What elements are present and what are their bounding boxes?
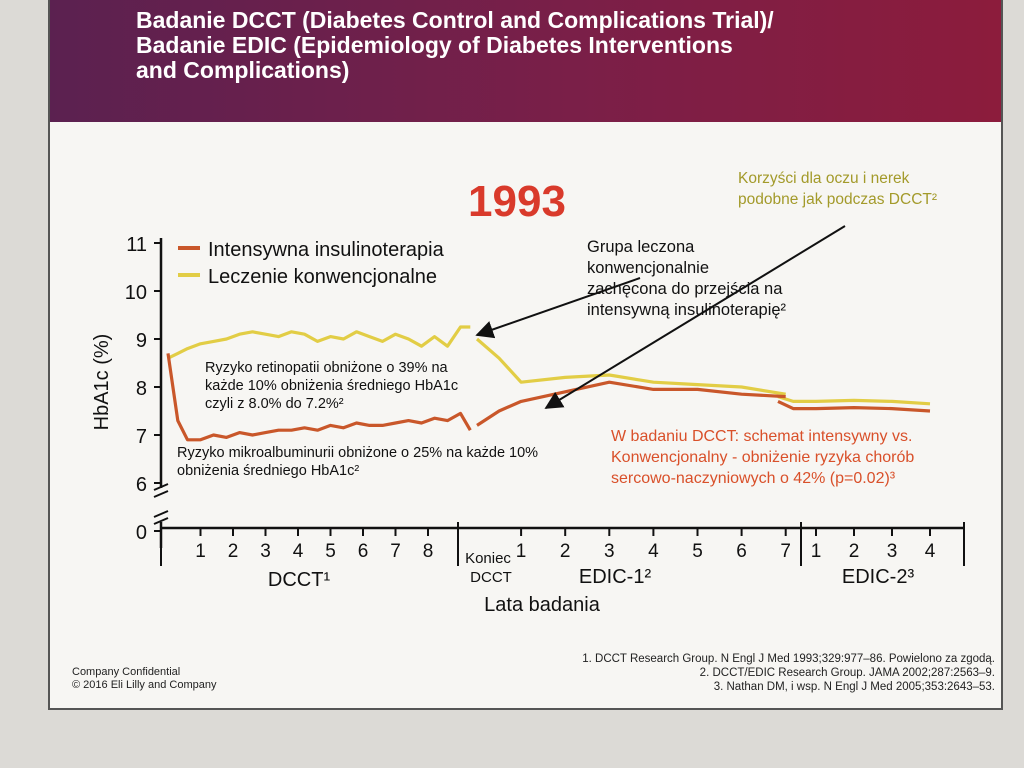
chart-series <box>166 325 931 442</box>
x-tick-label: 1 <box>811 541 822 562</box>
conventional-switch-note-line: Grupa leczona <box>587 238 695 256</box>
slide-title: Badanie DCCT (Diabetes Control and Compl… <box>136 7 774 83</box>
y-axis-break <box>153 483 169 498</box>
x-tick-label: 7 <box>780 541 791 562</box>
slide-header: Badanie DCCT (Diabetes Control and Compl… <box>50 0 1001 122</box>
series-line-edic2 <box>777 399 931 413</box>
y-tick-label: 10 <box>125 282 147 304</box>
segment-label-dcct: DCCT¹ <box>268 569 331 591</box>
cardiovascular-note-line: W badaniu DCCT: schemat intensywny vs. <box>611 428 912 445</box>
conventional-switch-note: Grupa leczona konwencjonalnie zachęcona do… <box>587 238 787 319</box>
retinopathy-note: Ryzyko retinopatii obniżone o 39% na każd… <box>205 360 458 412</box>
series-line-edic1 <box>476 380 786 427</box>
year-label: 1993 <box>468 177 566 226</box>
x-tick-label: 2 <box>849 541 860 562</box>
x-axis-title: Lata badania <box>484 594 601 616</box>
x-tick-label: 3 <box>604 541 615 562</box>
x-tick-label: 8 <box>423 541 434 562</box>
microalbuminuria-note-line: Ryzyko mikroalbuminurii obniżone o 25% n… <box>177 445 538 461</box>
conventional-switch-note-line: intensywną insulinoterapię² <box>587 301 787 319</box>
x-tick-label: 3 <box>887 541 898 562</box>
x-tick-label: 2 <box>228 541 239 562</box>
conventional-switch-note-line: konwencjonalnie <box>587 259 709 277</box>
segment-label-edic1: EDIC-1² <box>579 566 652 588</box>
end-dcct-label-1: Koniec <box>465 550 511 567</box>
x-tick-label: 6 <box>358 541 369 562</box>
series-line-edic2 <box>777 395 931 406</box>
y-tick-label: 9 <box>136 330 147 352</box>
y-axis-break-lower <box>153 510 169 525</box>
cardiovascular-note-line: sercowo-naczyniowych o 42% (p=0.02)³ <box>611 470 896 487</box>
arrow-to-intensive <box>544 225 846 409</box>
x-tick-label: 1 <box>195 541 206 562</box>
end-dcct-label-2: DCCT <box>470 569 512 586</box>
series-line-dcct <box>166 353 472 442</box>
retinopathy-note-line: czyli z 8.0% do 7.2%² <box>205 396 344 412</box>
company-confidential: Company Confidential © 2016 Eli Lilly an… <box>72 666 217 691</box>
microalbuminuria-note-line: obniżenia średniego HbA1c² <box>177 463 359 479</box>
x-tick-label: 1 <box>516 541 527 562</box>
x-tick-label: 4 <box>648 541 659 562</box>
eyes-kidneys-note-line: Korzyści dla oczu i nerek <box>738 170 910 187</box>
x-tick-label: 3 <box>260 541 271 562</box>
slide: Badanie DCCT (Diabetes Control and Compl… <box>48 0 1003 710</box>
y-tick-label: 8 <box>136 378 147 400</box>
legend-label: Leczenie konwencjonalne <box>208 266 437 288</box>
series-line-dcct <box>167 325 471 360</box>
retinopathy-note-line: Ryzyko retinopatii obniżone o 39% na <box>205 360 449 376</box>
y-tick-label: 6 <box>136 474 147 496</box>
cardiovascular-note: W badaniu DCCT: schemat intensywny vs. Ko… <box>611 428 914 487</box>
arrow-to-conventional <box>475 277 641 339</box>
retinopathy-note-line: każde 10% obniżenia średniego HbA1c <box>205 378 458 394</box>
x-tick-label: 7 <box>390 541 401 562</box>
legend-label: Intensywna insulinoterapia <box>208 239 445 261</box>
series-line-edic1 <box>475 337 786 396</box>
x-tick-label: 4 <box>925 541 936 562</box>
x-tick-label: 6 <box>736 541 747 562</box>
eyes-kidneys-note-line: podobne jak podczas DCCT² <box>738 191 937 208</box>
eyes-kidneys-note: Korzyści dla oczu i nerek podobne jak pod… <box>738 170 937 208</box>
x-tick-label: 2 <box>560 541 571 562</box>
y-tick-label: 11 <box>126 234 147 256</box>
x-tick-label: 4 <box>293 541 304 562</box>
y-tick-label: 7 <box>136 426 147 448</box>
x-tick-label: 5 <box>692 541 703 562</box>
references: 1. DCCT Research Group. N Engl J Med 199… <box>582 653 995 693</box>
y-tick-label: 0 <box>136 522 147 544</box>
x-tick-label: 5 <box>325 541 336 562</box>
cardiovascular-note-line: Konwencjonalny - obniżenie ryzyka chorób <box>611 449 914 466</box>
microalbuminuria-note: Ryzyko mikroalbuminurii obniżone o 25% n… <box>177 445 538 479</box>
segment-label-edic2: EDIC-2³ <box>842 566 915 588</box>
y-axis-title: HbA1c (%) <box>91 334 113 431</box>
